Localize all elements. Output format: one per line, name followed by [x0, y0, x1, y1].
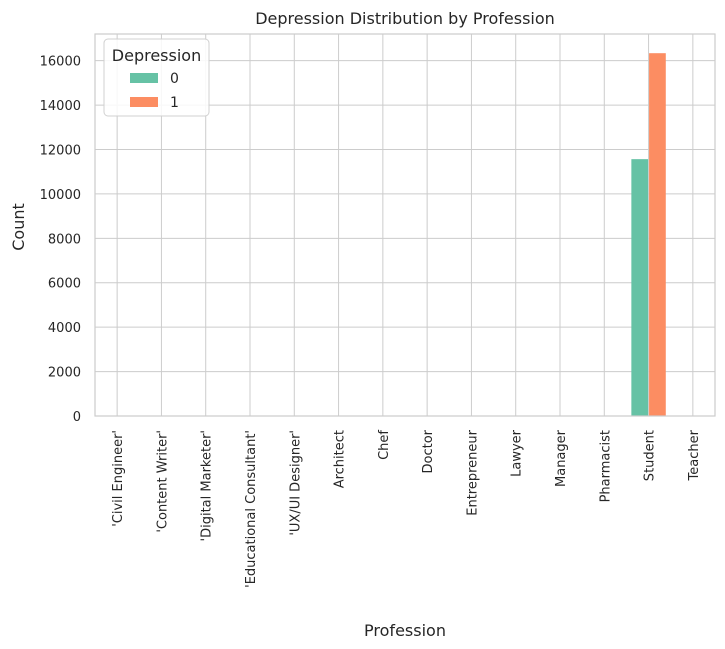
y-tick-label: 16000 — [40, 55, 81, 70]
y-tick-label: 8000 — [48, 232, 81, 247]
plot-border — [94, 33, 716, 417]
x-tick-label: Doctor — [421, 429, 436, 473]
y-tick-label: 0 — [73, 410, 81, 425]
legend-title: Depression — [112, 46, 201, 65]
x-tick-label: Student — [643, 430, 658, 481]
x-tick-label: 'Digital Marketer' — [200, 430, 215, 541]
legend-label-1: 1 — [170, 95, 179, 111]
legend-swatch-1 — [130, 97, 158, 107]
legend-label-0: 0 — [170, 71, 179, 87]
x-tick-label: 'Content Writer' — [155, 430, 170, 533]
bar-1-12 — [649, 53, 666, 416]
x-tick-label: Architect — [333, 430, 348, 488]
x-tick-label: 'Civil Engineer' — [111, 430, 126, 527]
x-tick-label: Pharmacist — [598, 430, 613, 502]
y-tick-label: 6000 — [48, 277, 81, 292]
x-tick-labels: 'Civil Engineer' 'Content Writer' 'Digital… — [111, 429, 702, 588]
legend-swatch-0 — [130, 73, 158, 83]
plot-frame — [94, 33, 716, 417]
x-axis-title: Profession — [364, 621, 446, 640]
chart-title: Depression Distribution by Profession — [255, 9, 555, 28]
legend: Depression 0 1 — [103, 38, 210, 117]
x-tick-label: Lawyer — [510, 429, 525, 477]
x-tick-label: 'Educational Consultant' — [244, 430, 259, 588]
x-tick-label: Entrepreneur — [465, 429, 480, 515]
y-tick-labels: 0 2000 4000 6000 8000 10000 12000 14000 16000 — [40, 55, 81, 425]
y-tick-label: 14000 — [40, 99, 81, 114]
x-tick-label: Teacher — [687, 429, 702, 481]
y-tick-label: 10000 — [40, 188, 81, 203]
bars — [99, 53, 711, 416]
bar-0-12 — [631, 159, 649, 416]
y-tick-label: 4000 — [48, 321, 81, 336]
y-tick-label: 12000 — [40, 143, 81, 158]
y-tick-label: 2000 — [48, 366, 81, 381]
x-tick-label: 'UX/UI Designer' — [288, 430, 303, 536]
x-tick-label: Manager — [554, 429, 569, 487]
y-axis-title: Count — [9, 203, 28, 251]
x-tick-label: Chef — [377, 430, 392, 460]
